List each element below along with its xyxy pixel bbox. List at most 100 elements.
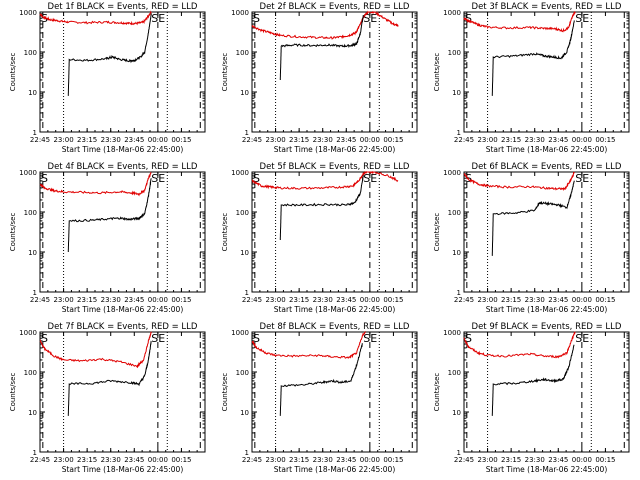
x-tick-label: 23:15 bbox=[289, 296, 309, 304]
y-tick-label: 1 bbox=[245, 289, 249, 297]
chart-title: Det 4f BLACK = Events, RED = LLD bbox=[48, 162, 198, 172]
plot-frame bbox=[463, 171, 630, 293]
y-axis-label: Counts/sec bbox=[433, 53, 441, 92]
marker-label-s: S bbox=[41, 172, 48, 185]
x-tick-label: 23:00 bbox=[477, 456, 497, 464]
y-tick-label: 1 bbox=[245, 129, 249, 137]
x-tick-label: 23:15 bbox=[289, 456, 309, 464]
chart-title: Det 1f BLACK = Events, RED = LLD bbox=[48, 2, 198, 12]
y-axis-label: Counts/sec bbox=[433, 373, 441, 412]
x-tick-label: 23:45 bbox=[124, 296, 144, 304]
x-tick-label: 23:15 bbox=[77, 456, 97, 464]
series-line-events bbox=[279, 14, 364, 80]
y-tick-label: 10 bbox=[452, 249, 461, 257]
x-tick-label: 23:15 bbox=[501, 296, 521, 304]
marker-label-se: SE bbox=[363, 332, 377, 345]
x-tick-label: 22:45 bbox=[454, 456, 474, 464]
x-tick-label: 23:30 bbox=[101, 136, 121, 144]
y-tick-label: 1 bbox=[33, 449, 37, 457]
chart-title: Det 8f BLACK = Events, RED = LLD bbox=[260, 322, 410, 332]
series-line-lld bbox=[39, 171, 152, 197]
x-tick-label: 22:45 bbox=[242, 136, 262, 144]
chart-title: Det 5f BLACK = Events, RED = LLD bbox=[260, 162, 410, 172]
y-tick-label: 1000 bbox=[231, 9, 249, 17]
y-tick-label: 100 bbox=[448, 209, 461, 217]
y-tick-label: 10 bbox=[240, 409, 249, 417]
x-tick-label: 23:30 bbox=[525, 296, 545, 304]
y-tick-label: 10 bbox=[452, 89, 461, 97]
x-tick-label: 00:15 bbox=[171, 456, 191, 464]
x-tick-label: 23:00 bbox=[53, 296, 73, 304]
x-tick-label: 23:30 bbox=[101, 456, 121, 464]
y-tick-label: 10 bbox=[240, 89, 249, 97]
marker-label-se: SE bbox=[363, 12, 377, 25]
x-tick-label: 23:45 bbox=[548, 456, 568, 464]
series-line-events bbox=[491, 20, 575, 96]
marker-label-s: S bbox=[41, 12, 48, 25]
y-tick-label: 100 bbox=[236, 209, 249, 217]
plot-frame bbox=[251, 11, 418, 133]
y-tick-label: 1000 bbox=[443, 9, 461, 17]
x-tick-label: 23:00 bbox=[53, 456, 73, 464]
y-tick-label: 100 bbox=[24, 209, 37, 217]
y-tick-label: 10 bbox=[28, 409, 37, 417]
series-line-lld bbox=[251, 330, 366, 359]
y-tick-label: 100 bbox=[24, 49, 37, 57]
x-tick-label: 23:00 bbox=[53, 136, 73, 144]
series-line-events bbox=[67, 178, 152, 252]
plot-frame bbox=[39, 331, 206, 453]
x-tick-label: 23:45 bbox=[548, 136, 568, 144]
x-axis-label: Start Time (18-Mar-06 22:45:00) bbox=[486, 305, 608, 314]
marker-label-s: S bbox=[41, 332, 48, 345]
marker-label-se: SE bbox=[575, 172, 589, 185]
y-tick-label: 10 bbox=[452, 409, 461, 417]
y-tick-label: 100 bbox=[236, 49, 249, 57]
x-axis-label: Start Time (18-Mar-06 22:45:00) bbox=[274, 145, 396, 154]
x-tick-label: 00:00 bbox=[360, 136, 380, 144]
x-tick-label: 00:15 bbox=[171, 296, 191, 304]
x-tick-label: 00:15 bbox=[383, 296, 403, 304]
y-tick-label: 1 bbox=[33, 289, 37, 297]
y-tick-label: 100 bbox=[24, 369, 37, 377]
plot-frame bbox=[463, 331, 630, 453]
x-axis-label: Start Time (18-Mar-06 22:45:00) bbox=[62, 465, 184, 474]
y-tick-label: 1 bbox=[245, 449, 249, 457]
y-tick-label: 10 bbox=[28, 249, 37, 257]
x-tick-label: 23:15 bbox=[501, 456, 521, 464]
y-axis-label: Counts/sec bbox=[9, 213, 17, 252]
series-line-events bbox=[491, 344, 575, 416]
x-axis-label: Start Time (18-Mar-06 22:45:00) bbox=[62, 305, 184, 314]
series-line-lld bbox=[39, 331, 152, 369]
x-tick-label: 23:15 bbox=[77, 136, 97, 144]
series-line-lld bbox=[463, 331, 576, 359]
marker-label-se: SE bbox=[151, 172, 165, 185]
plot-frame bbox=[39, 11, 206, 133]
y-tick-label: 1000 bbox=[19, 9, 37, 17]
x-axis-label: Start Time (18-Mar-06 22:45:00) bbox=[486, 465, 608, 474]
chart-title: Det 9f BLACK = Events, RED = LLD bbox=[472, 322, 622, 332]
x-tick-label: 00:00 bbox=[572, 136, 592, 144]
x-axis-label: Start Time (18-Mar-06 22:45:00) bbox=[62, 145, 184, 154]
x-axis-label: Start Time (18-Mar-06 22:45:00) bbox=[486, 145, 608, 154]
chart-title: Det 6f BLACK = Events, RED = LLD bbox=[472, 162, 622, 172]
x-tick-label: 23:00 bbox=[265, 136, 285, 144]
x-tick-label: 23:30 bbox=[525, 456, 545, 464]
y-tick-label: 100 bbox=[448, 369, 461, 377]
x-tick-label: 00:00 bbox=[360, 296, 380, 304]
y-tick-label: 10 bbox=[240, 249, 249, 257]
y-tick-label: 1 bbox=[33, 129, 37, 137]
y-axis-label: Counts/sec bbox=[221, 373, 229, 412]
x-tick-label: 00:00 bbox=[148, 456, 168, 464]
y-tick-label: 1000 bbox=[19, 329, 37, 337]
x-tick-label: 22:45 bbox=[242, 456, 262, 464]
x-tick-label: 23:45 bbox=[336, 456, 356, 464]
x-tick-label: 00:00 bbox=[148, 136, 168, 144]
y-axis-label: Counts/sec bbox=[433, 213, 441, 252]
y-tick-label: 1000 bbox=[231, 329, 249, 337]
x-tick-label: 23:00 bbox=[477, 296, 497, 304]
marker-label-s: S bbox=[253, 12, 260, 25]
x-tick-label: 23:30 bbox=[313, 296, 333, 304]
y-tick-label: 1 bbox=[457, 289, 461, 297]
x-tick-label: 00:15 bbox=[383, 136, 403, 144]
